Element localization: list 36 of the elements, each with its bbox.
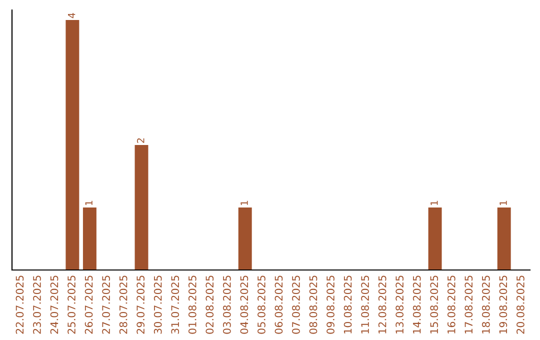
data-label: 1 <box>500 200 507 206</box>
x-tick-label: 22.07.2025 <box>16 276 24 334</box>
x-tick-label: 06.08.2025 <box>274 276 283 334</box>
x-tick-label: 24.07.2025 <box>50 276 58 334</box>
x-tick-label: 02.08.2025 <box>206 276 214 334</box>
x-tick-label: 23.07.2025 <box>33 276 41 334</box>
x-tick-label: 14.08.2025 <box>412 276 421 334</box>
x-tick-label: 29.07.2025 <box>136 276 145 334</box>
x-tick-label: 04.08.2025 <box>240 276 248 334</box>
x-tick-label: 26.07.2025 <box>84 276 93 334</box>
data-label: 1 <box>240 200 248 206</box>
x-tick-label: 17.08.2025 <box>464 276 473 334</box>
x-tick-label: 09.08.2025 <box>326 276 334 334</box>
x-tick-label: 07.08.2025 <box>292 276 300 334</box>
x-tick-label: 16.08.2025 <box>447 276 456 334</box>
x-tick-label: 25.07.2025 <box>68 276 76 334</box>
data-label: 2 <box>136 138 144 143</box>
x-tick-label: 20.08.2025 <box>516 276 524 334</box>
data-label: 1 <box>85 200 92 206</box>
x-tick-label: 10.08.2025 <box>344 276 352 334</box>
data-label: 1 <box>430 200 438 206</box>
x-tick-label: 11.08.2025 <box>361 276 369 334</box>
x-tick-label: 03.08.2025 <box>222 276 231 334</box>
x-tick-label: 01.08.2025 <box>188 276 196 334</box>
data-label: 4 <box>68 12 76 18</box>
x-tick-label: 13.08.2025 <box>396 276 404 334</box>
x-tick-label: 18.08.2025 <box>482 276 490 334</box>
x-tick-label: 28.07.2025 <box>119 276 128 334</box>
x-tick-label: 30.07.2025 <box>154 276 162 334</box>
x-tick-label: 08.08.2025 <box>309 276 318 334</box>
x-tick-label: 12.08.2025 <box>378 276 386 334</box>
x-tick-label: 27.07.2025 <box>102 276 110 334</box>
x-tick-label: 31.07.2025 <box>171 276 180 334</box>
x-tick-label: 15.08.2025 <box>430 276 438 334</box>
x-tick-label: 05.08.2025 <box>258 276 266 334</box>
x-tick-label: 19.08.2025 <box>499 276 508 334</box>
